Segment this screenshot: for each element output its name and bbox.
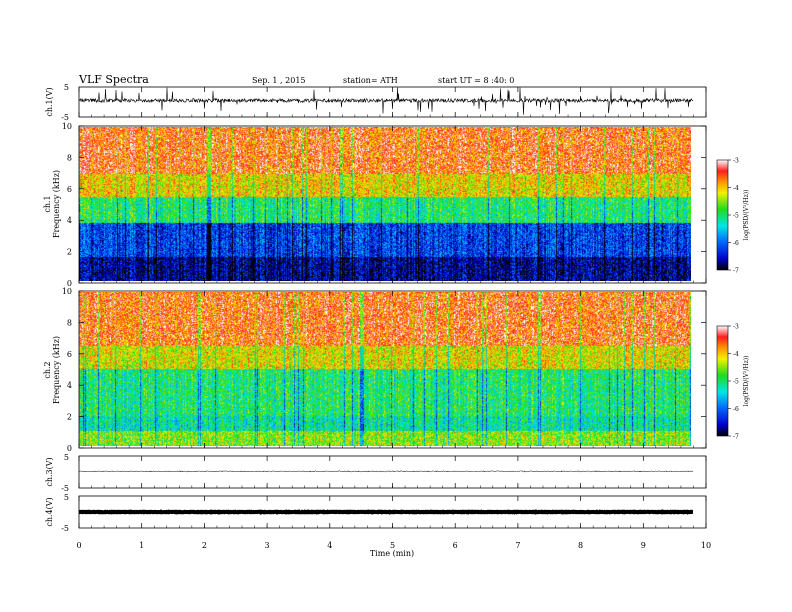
ch4-ytick-top: 5 <box>64 493 69 502</box>
ch1-colorbar-gradient <box>716 159 729 271</box>
freq-tick-label: 6 <box>67 185 72 194</box>
time-tick-label: 7 <box>515 541 520 550</box>
time-tick-label: 9 <box>641 541 646 550</box>
ch1-waveform-trace <box>78 87 694 115</box>
ch1-outer-label: ch.1 <box>43 195 52 212</box>
time-tick-label: 5 <box>390 541 395 550</box>
freq-tick-label: 2 <box>67 248 72 257</box>
ch1-colorbar-label: log(PSD/(V²/Hz)) <box>743 190 750 241</box>
ch2-colorbar-label: log(PSD/(V²/Hz)) <box>743 356 750 407</box>
freq-tick-label: 8 <box>67 318 72 327</box>
ch2-frequency-ticks: 0 2 4 6 8 10 <box>62 287 706 453</box>
time-tick-label: 3 <box>265 541 270 550</box>
freq-tick-label: 0 <box>67 444 72 453</box>
colorbar-tick-label: -5 <box>733 379 739 386</box>
freq-tick-label: 6 <box>67 350 72 359</box>
freq-tick-label: 2 <box>67 413 72 422</box>
ch3-ytick-bottom: -5 <box>61 484 69 493</box>
colorbar-tick-label: -5 <box>733 213 739 220</box>
freq-tick-label: 0 <box>67 279 72 288</box>
ch3-waveform-trace <box>78 470 694 473</box>
ch2-colorbar: -3 -4 -5 -6 -7 log(PSD/(V²/Hz)) <box>716 324 750 441</box>
ch4-waveform-ylabel: ch.4(V) <box>45 497 54 526</box>
ch2-colorbar-gradient <box>716 325 729 437</box>
colorbar-tick-label: -6 <box>733 406 739 413</box>
colorbar-tick-label: -3 <box>733 324 739 331</box>
spectrogram-raster <box>79 292 691 446</box>
start-time-label: start UT = 8 :40: 0 <box>438 76 514 85</box>
colorbar-tick-label: -3 <box>733 158 739 165</box>
ch4-ytick-bottom: -5 <box>61 524 69 533</box>
ch2-outer-label: ch.2 <box>43 361 52 378</box>
time-tick-label: 6 <box>453 541 458 550</box>
ch4-waveform-panel: 5 -5 ch.4(V) <box>45 493 707 533</box>
time-tick-label: 1 <box>139 541 144 550</box>
freq-tick-label: 10 <box>62 287 72 296</box>
waveform-line <box>78 470 694 473</box>
ch2-spectrogram-panel: 0 2 4 6 8 10 ch.2 Frequency (kHz) -3 -4 -5 -6 -7 … <box>43 287 750 453</box>
freq-tick-label: 4 <box>67 216 72 225</box>
ch1-waveform-ylabel: ch.1(V) <box>45 87 54 116</box>
time-tick-label: 4 <box>327 541 332 550</box>
time-tick-label: 2 <box>202 541 207 550</box>
ch3-ytick-top: 5 <box>64 453 69 462</box>
time-axis-label: Time (min) <box>370 549 414 558</box>
ch1-frequency-label: Frequency (kHz) <box>52 170 61 238</box>
spectrogram-raster <box>79 127 691 281</box>
freq-tick-label: 4 <box>67 381 72 390</box>
station-label: station= ATH <box>343 76 398 85</box>
ch1-ytick-top: 5 <box>64 83 69 92</box>
freq-tick-label: 10 <box>62 122 72 131</box>
ch3-waveform-ylabel: ch.3(V) <box>45 457 54 486</box>
ch1-waveform-panel: 5 -5 ch.1(V) <box>45 83 707 122</box>
waveform-line <box>78 87 694 115</box>
ch2-frequency-label: Frequency (kHz) <box>52 336 61 404</box>
colorbar-tick-label: -7 <box>733 434 739 441</box>
colorbar-tick-label: -4 <box>733 351 739 358</box>
ch1-ytick-bottom: -5 <box>61 113 69 122</box>
figure-title: VLF Spectra <box>78 73 149 86</box>
time-tick-label: 0 <box>76 541 81 550</box>
ch1-frequency-ticks: 0 2 4 6 8 10 <box>62 122 706 288</box>
freq-tick-label: 8 <box>67 153 72 162</box>
ch2-spectrogram-image <box>79 292 691 446</box>
time-tick-label: 8 <box>578 541 583 550</box>
time-axis-ticks: 0 1 2 3 4 5 6 7 8 9 10 <box>76 87 711 550</box>
ch1-colorbar: -3 -4 -5 -6 -7 log(PSD/(V²/Hz)) <box>716 158 750 275</box>
date-label: Sep. 1 , 2015 <box>252 76 306 85</box>
colorbar-tick-label: -4 <box>733 185 739 192</box>
ch1-spectrogram-panel: 0 2 4 6 8 10 ch.1 Frequency (kHz) -3 -4 -5 -6 -7 … <box>43 122 750 288</box>
ch1-spectrogram-image <box>79 127 691 281</box>
time-tick-label: 10 <box>701 541 711 550</box>
colorbar-tick-label: -6 <box>733 240 739 247</box>
ch3-waveform-panel: 5 -5 ch.3(V) <box>45 453 707 493</box>
colorbar-tick-label: -7 <box>733 268 739 275</box>
